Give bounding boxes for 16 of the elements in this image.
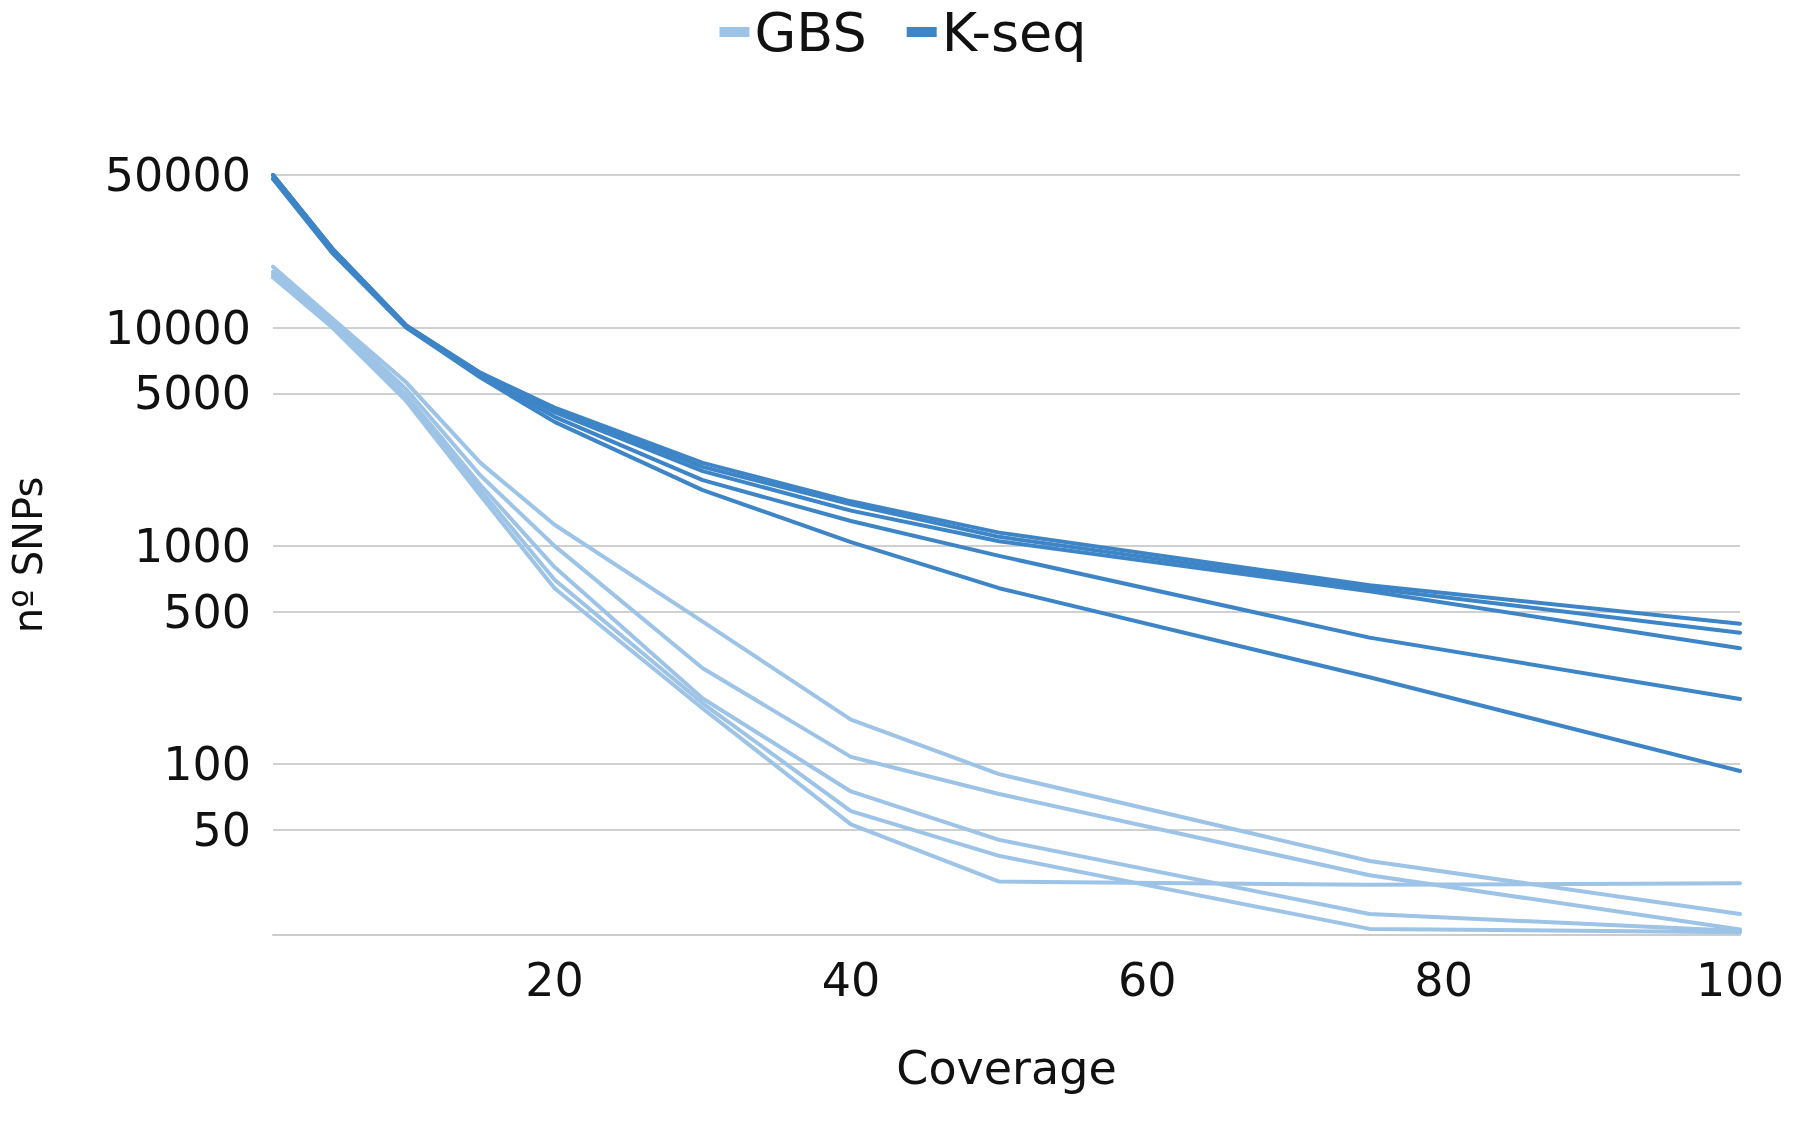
legend-label: K-seq bbox=[941, 0, 1087, 64]
x-tick-label: 80 bbox=[1414, 953, 1473, 1007]
y-tick-label: 1000 bbox=[133, 518, 251, 573]
y-tick-label: 50000 bbox=[104, 148, 251, 202]
x-tick-label: 20 bbox=[525, 953, 584, 1007]
legend-label: GBS bbox=[754, 0, 867, 64]
y-tick-label: 100 bbox=[163, 737, 251, 792]
y-tick-label: 10000 bbox=[104, 300, 251, 355]
x-axis-title: Coverage bbox=[896, 1041, 1117, 1095]
y-axis-title: nº SNPs bbox=[5, 476, 51, 634]
y-tick-label: 50 bbox=[192, 802, 251, 857]
y-tick-label: 5000 bbox=[133, 366, 251, 421]
x-tick-label: 60 bbox=[1118, 953, 1177, 1007]
x-tick-label: 100 bbox=[1696, 953, 1784, 1007]
x-tick-label: 40 bbox=[821, 953, 881, 1007]
y-tick-label: 500 bbox=[163, 584, 251, 639]
